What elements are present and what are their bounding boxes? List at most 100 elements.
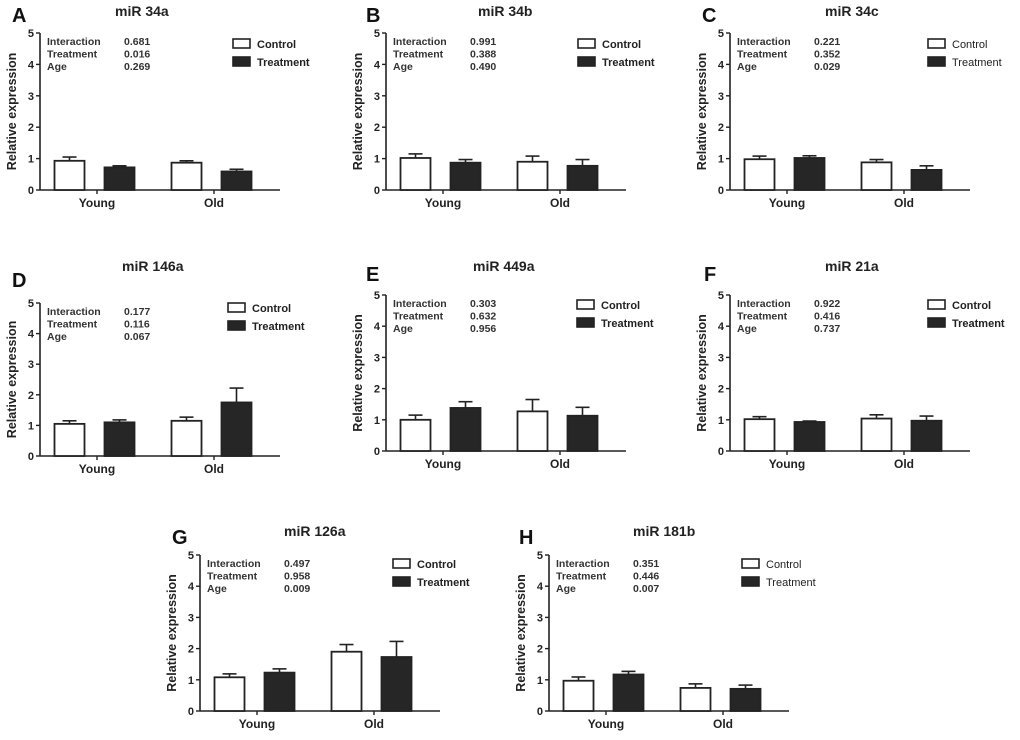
legend-swatch-control	[741, 558, 760, 569]
y-tick-label: 4	[28, 329, 35, 341]
stat-label: Treatment	[207, 571, 258, 583]
y-tick-label: 5	[718, 28, 724, 40]
panel-letter: E	[366, 264, 379, 286]
y-tick-label: 2	[718, 384, 724, 396]
y-tick-label: 0	[374, 446, 380, 458]
stat-value: 0.007	[633, 583, 659, 595]
bar-treatment-young	[263, 671, 296, 712]
stat-value: 0.497	[284, 558, 310, 570]
x-category-label: Old	[204, 196, 224, 210]
x-category-label: Old	[204, 462, 224, 476]
bar-treatment-old	[566, 164, 599, 191]
y-axis-label: Relative expression	[351, 314, 365, 431]
stat-value: 0.029	[814, 61, 840, 73]
x-category-label: Young	[425, 196, 461, 210]
panel-letter: H	[519, 527, 533, 549]
legend-label-treatment: Treatment	[417, 577, 470, 589]
legend-swatch-control	[927, 38, 946, 49]
legend-swatch-control	[576, 299, 595, 310]
stat-label: Age	[393, 61, 413, 73]
stat-value: 0.416	[814, 311, 840, 323]
chart-title: miR 21a	[825, 258, 879, 274]
y-tick-label: 3	[718, 91, 724, 103]
bar-control-young	[213, 676, 246, 712]
bar-treatment-old	[910, 419, 943, 452]
y-tick-label: 5	[718, 290, 724, 302]
bar-treatment-old	[566, 414, 599, 452]
stat-label: Interaction	[737, 298, 791, 310]
x-category-label: Young	[588, 717, 624, 731]
panel-letter: C	[702, 5, 716, 27]
legend-swatch-control	[227, 302, 246, 313]
stat-value: 0.269	[124, 61, 150, 73]
stat-value: 0.681	[124, 36, 150, 48]
y-tick-label: 2	[28, 122, 34, 134]
legend-swatch-treatment	[576, 317, 595, 328]
legend-swatch-treatment	[227, 320, 246, 331]
y-tick-label: 3	[718, 352, 724, 364]
y-tick-label: 0	[28, 451, 34, 463]
stat-value: 0.490	[470, 61, 496, 73]
bar-treatment-young	[612, 673, 645, 712]
stat-label: Age	[556, 583, 576, 595]
bar-treatment-old	[220, 401, 253, 457]
y-tick-label: 5	[374, 290, 380, 302]
stat-label: Treatment	[393, 311, 444, 323]
stat-value: 0.067	[124, 331, 150, 343]
x-category-label: Old	[550, 196, 570, 210]
chart-title: miR 34a	[115, 3, 169, 19]
stat-label: Age	[737, 323, 757, 335]
y-tick-label: 1	[188, 675, 194, 687]
bar-control-old	[860, 417, 893, 452]
legend-label-treatment: Treatment	[766, 577, 816, 589]
stat-value: 0.632	[470, 311, 496, 323]
y-tick-label: 3	[188, 612, 194, 624]
stat-label: Treatment	[737, 49, 788, 61]
bar-control-young	[53, 422, 86, 457]
bar-control-old	[516, 160, 549, 191]
legend-label-control: Control	[952, 300, 991, 312]
bar-treatment-young	[793, 421, 826, 452]
legend-swatch-treatment	[232, 56, 251, 67]
legend-swatch-control	[232, 38, 251, 49]
legend-swatch-control	[927, 299, 946, 310]
legend-label-control: Control	[417, 559, 456, 571]
y-axis-label: Relative expression	[351, 53, 365, 170]
stat-label: Age	[47, 331, 67, 343]
stat-label: Interaction	[556, 558, 610, 570]
y-tick-label: 0	[718, 185, 724, 197]
y-tick-label: 1	[374, 415, 380, 427]
panel-letter: F	[704, 264, 716, 286]
y-tick-label: 4	[374, 321, 381, 333]
stat-label: Interaction	[393, 36, 447, 48]
panel-letter: B	[366, 5, 380, 27]
stat-label: Interaction	[207, 558, 261, 570]
y-tick-label: 2	[374, 122, 380, 134]
bar-control-young	[743, 418, 776, 452]
y-tick-label: 3	[28, 359, 34, 371]
y-tick-label: 2	[188, 644, 194, 656]
chart-title: miR 126a	[284, 523, 346, 539]
bar-treatment-young	[449, 407, 482, 452]
legend-swatch-treatment	[927, 317, 946, 328]
stat-value: 0.991	[470, 36, 496, 48]
legend-label-treatment: Treatment	[252, 321, 305, 333]
legend-swatch-treatment	[577, 56, 596, 67]
legend-swatch-treatment	[392, 576, 411, 587]
bar-control-old	[679, 687, 712, 712]
legend-label-treatment: Treatment	[602, 57, 655, 69]
legend-label-control: Control	[252, 303, 291, 315]
stat-label: Age	[207, 583, 227, 595]
bar-treatment-young	[103, 166, 136, 191]
x-category-label: Old	[894, 196, 914, 210]
